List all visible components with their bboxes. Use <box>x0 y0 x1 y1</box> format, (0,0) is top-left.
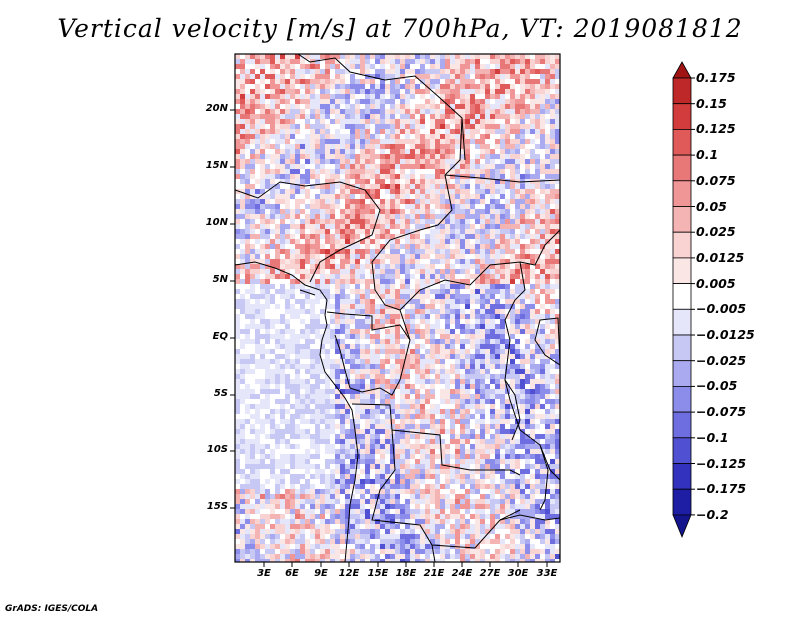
lon-label: 33E <box>536 568 558 579</box>
lon-label: 30E <box>507 568 529 579</box>
lat-label: 15N <box>205 160 228 171</box>
lat-label: 15S <box>206 501 228 512</box>
colorbar-swatch <box>672 154 692 182</box>
colorbar-label: −0.025 <box>696 352 747 368</box>
velocity-field <box>235 54 560 562</box>
lon-label: 18E <box>395 568 417 579</box>
colorbar-label: −0.125 <box>696 455 747 471</box>
colorbar-swatch <box>672 385 692 413</box>
country-borders <box>235 54 560 562</box>
colorbar-label: 0.15 <box>696 95 727 111</box>
colorbar-label: −0.0125 <box>696 327 755 342</box>
lat-label: 20N <box>205 103 228 114</box>
colorbar-label: 0.025 <box>696 224 736 240</box>
colorbar-label: 0.125 <box>696 121 736 137</box>
lat-label: 10S <box>206 444 228 455</box>
lon-label: 3E <box>257 568 271 579</box>
colorbar-swatch <box>672 411 692 439</box>
lon-label: 15E <box>367 568 389 579</box>
lon-label: 9E <box>314 568 328 579</box>
colorbar-swatch <box>672 206 692 233</box>
colorbar-label: 0.005 <box>696 275 736 291</box>
colorbar-label: −0.1 <box>696 429 729 445</box>
colorbar-swatch <box>672 231 692 259</box>
lon-label: 21E <box>423 568 445 579</box>
colorbar-swatch <box>672 463 692 490</box>
colorbar-swatch <box>672 360 692 387</box>
colorbar-label: −0.175 <box>696 481 747 497</box>
colorbar-label: −0.05 <box>696 378 738 394</box>
colorbar-label: 0.175 <box>696 70 736 85</box>
colorbar-label: −0.005 <box>696 301 747 317</box>
lat-label: 5S <box>213 388 228 399</box>
colorbar-label: −0.075 <box>696 404 747 420</box>
colorbar <box>672 61 695 538</box>
colorbar-swatch <box>672 77 692 105</box>
colorbar-max-arrow <box>672 61 692 79</box>
colorbar-swatch <box>672 257 692 284</box>
plot-frame <box>234 53 561 563</box>
lon-label: 12E <box>338 568 360 579</box>
colorbar-swatch <box>672 437 692 464</box>
colorbar-swatch <box>672 334 692 362</box>
colorbar-min-arrow <box>672 514 692 538</box>
coastline <box>235 261 359 562</box>
lon-label: 6E <box>285 568 299 579</box>
colorbar-swatch <box>672 103 692 130</box>
lon-label: 27E <box>479 568 501 579</box>
grads-credit: GrADS: IGES/COLA <box>5 604 99 614</box>
colorbar-label: 0.05 <box>696 198 727 214</box>
colorbar-label: −0.2 <box>696 506 729 522</box>
colorbar-swatch <box>672 308 692 336</box>
lon-label: 24E <box>451 568 473 579</box>
colorbar-swatch <box>672 180 692 207</box>
colorbar-swatch <box>672 488 692 516</box>
colorbar-swatch <box>672 283 692 310</box>
lat-label: 10N <box>205 217 228 228</box>
colorbar-label: 0.0125 <box>696 249 745 265</box>
colorbar-label: 0.1 <box>696 147 719 163</box>
lat-label: EQ <box>212 331 228 342</box>
lat-label: 5N <box>212 274 228 285</box>
colorbar-swatch <box>672 128 692 156</box>
chart-title: Vertical velocity [m/s] at 700hPa, VT: 2… <box>57 14 743 43</box>
colorbar-label: 0.075 <box>696 172 736 188</box>
